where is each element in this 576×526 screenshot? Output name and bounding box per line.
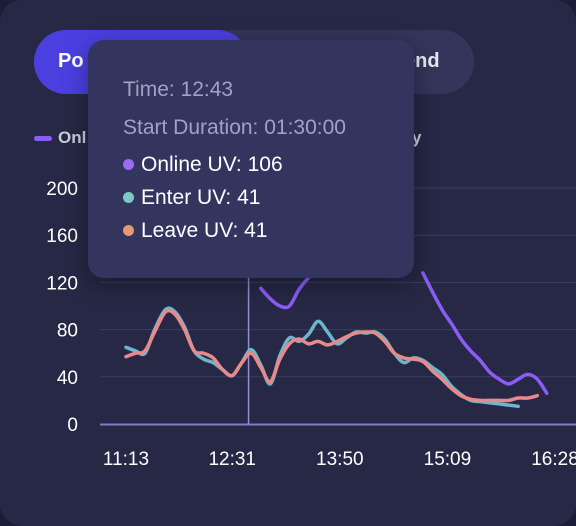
tooltip-enter-value: Enter UV: 41 (141, 186, 261, 209)
tooltip-dot-online (123, 159, 134, 170)
y-tick-label-0: 0 (67, 415, 78, 436)
legend-label-online: Onl (58, 128, 87, 147)
x-tick-label-15-09: 15:09 (424, 449, 472, 470)
tab-popular[interactable]: Po (58, 50, 84, 72)
y-tick-label-120: 120 (46, 273, 78, 294)
tooltip-row-leave: Leave UV: 41 (123, 218, 267, 244)
series-line-leave-uv-0 (124, 308, 540, 403)
x-tick-label-13-50: 13:50 (316, 449, 364, 470)
y-tick-label-80: 80 (57, 321, 78, 342)
tooltip-time: Time: 12:43 (123, 78, 234, 101)
y-tick-label-200: 200 (46, 179, 78, 200)
tooltip-dot-leave (123, 225, 134, 236)
series-line-online-uv-1 (421, 271, 549, 396)
x-tick-label-16-28: 16:28 (531, 449, 576, 470)
tooltip-leave-value: Leave UV: 41 (141, 219, 268, 242)
legend-item-cut[interactable]: y (412, 128, 421, 148)
tooltip-duration: Start Duration: 01:30:00 (123, 116, 346, 139)
legend-label-cut: y (412, 128, 422, 147)
y-tick-label-40: 40 (57, 368, 78, 389)
tooltip-online-value: Online UV: 106 (141, 153, 283, 176)
tooltip-row-enter: Enter UV: 41 (123, 185, 260, 211)
tooltip-row-online: Online UV: 106 (123, 152, 283, 178)
x-tick-label-12-31: 12:31 (208, 449, 256, 470)
series-line-online-uv-0 (259, 275, 311, 310)
x-tick-label-11-13: 11:13 (103, 449, 149, 470)
legend-item-online[interactable]: Onl (34, 128, 86, 148)
y-tick-label-160: 160 (46, 226, 78, 247)
legend-swatch-online (34, 136, 52, 142)
series-line-enter-uv-0 (124, 306, 520, 409)
tooltip-dot-enter (123, 192, 134, 203)
chart-tooltip: Time: 12:43 Start Duration: 01:30:00 Onl… (88, 40, 414, 278)
